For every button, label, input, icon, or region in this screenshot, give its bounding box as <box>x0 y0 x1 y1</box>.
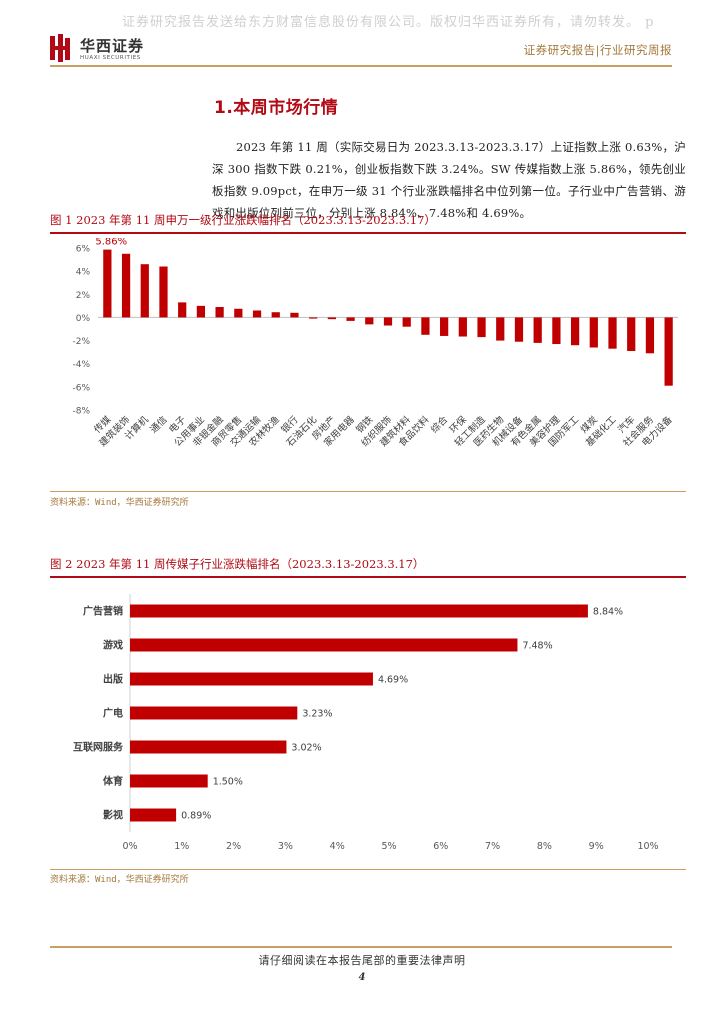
chart2-xtick-label: 3% <box>278 841 293 852</box>
chart1-ytick-label: -8% <box>72 407 90 417</box>
chart1-bar <box>140 264 149 318</box>
page-number: 4 <box>358 972 366 983</box>
chart1-bar <box>440 317 449 336</box>
section-title: 1.本周市场行情 <box>214 98 339 118</box>
chart2-xtick-label: 7% <box>485 841 500 852</box>
chart1-bar <box>552 317 561 345</box>
company-logo: 华西证券 HUAXI SECURITIES <box>50 34 160 66</box>
watermark-text: 证券研究报告发送给东方财富信息股份有限公司。版权归华西证券所有，请勿转发。 p <box>122 15 655 30</box>
chart2-xtick-label: 8% <box>537 841 552 852</box>
chart1-bar <box>290 312 299 318</box>
chart1-ytick-label: 0% <box>76 314 91 324</box>
chart1-bar <box>365 317 374 325</box>
chart2-data-label: 8.84% <box>593 607 623 618</box>
chart2-bar <box>130 808 177 822</box>
chart2-xtick-label: 0% <box>122 841 137 852</box>
industry-ranking-chart: 6%4%2%0%-2%-4%-6%-8%传媒建筑装饰计算机通信电子公用事业非银金… <box>72 238 678 449</box>
figure2-title: 图 2 2023 年第 11 周传媒子行业涨跌幅排名（2023.3.13-202… <box>50 557 425 571</box>
chart1-ytick-label: 4% <box>76 268 91 278</box>
chart1-category-label: 综合 <box>428 413 450 435</box>
chart1-bar <box>215 307 224 318</box>
chart2-xtick-label: 1% <box>174 841 189 852</box>
chart2-data-label: 3.23% <box>302 709 332 720</box>
chart1-bar <box>159 266 168 318</box>
chart2-xtick-label: 2% <box>226 841 241 852</box>
chart1-bar <box>103 249 112 318</box>
chart2-bar <box>130 774 208 788</box>
chart1-bar <box>383 317 393 326</box>
chart1-bar <box>196 305 206 318</box>
figure1-source: 资料来源：Wind，华西证券研究所 <box>50 498 189 508</box>
chart1-bar <box>608 317 617 349</box>
chart1-bar <box>645 317 655 354</box>
chart1-bar <box>178 302 187 318</box>
chart1-ytick-label: 2% <box>76 291 91 301</box>
chart2-bar <box>130 672 373 686</box>
chart1-bar <box>533 317 542 343</box>
figure2-source-rule <box>50 869 686 870</box>
summary-paragraph: 2023 年第 11 周（实际交易日为 2023.3.13-2023.3.17）… <box>212 140 686 220</box>
chart2-data-label: 4.69% <box>378 675 408 686</box>
chart1-bar <box>589 317 598 348</box>
figure1-title: 图 1 2023 年第 11 周申万一级行业涨跌幅排名（2023.3.13-20… <box>50 213 436 227</box>
chart1-bar <box>664 317 673 386</box>
chart1-bar <box>514 317 524 342</box>
chart1-bar <box>234 308 243 318</box>
chart1-bar <box>252 310 262 318</box>
chart2-data-label: 7.48% <box>522 641 552 652</box>
chart2-xtick-label: 4% <box>330 841 345 852</box>
chart1-bar <box>402 317 411 327</box>
logo-name-en: HUAXI SECURITIES <box>80 55 141 61</box>
chart2-category-label: 互联网服务 <box>73 741 124 754</box>
chart1-bar <box>570 317 580 346</box>
chart2-category-label: 出版 <box>103 673 123 686</box>
chart1-bar <box>271 312 280 318</box>
chart2-bar <box>130 604 588 618</box>
figure1-source-rule <box>50 491 686 492</box>
media-subsector-chart: 8.84% 广告营销 7.48% 游戏 4.69% 出版 3.23% 广电 3.02% 互联网服务… <box>73 594 659 852</box>
figure2-source: 资料来源：Wind，华西证券研究所 <box>50 875 189 885</box>
chart2-category-label: 广电 <box>103 707 123 720</box>
figure1-title-rule <box>50 232 686 234</box>
chart1-bar <box>477 317 486 338</box>
chart1-bar <box>496 317 505 341</box>
chart1-data-label: 5.86% <box>95 238 127 248</box>
chart2-bar <box>130 638 518 652</box>
chart1-bar <box>627 317 636 351</box>
chart1-category-label: 通信 <box>148 414 170 436</box>
chart1-bar <box>121 253 131 318</box>
chart2-data-label: 3.02% <box>291 743 321 754</box>
chart2-data-label: 1.50% <box>213 777 243 788</box>
logo-name-cn: 华西证券 <box>80 37 145 55</box>
chart1-bar <box>421 317 430 335</box>
chart2-xtick-label: 6% <box>433 841 448 852</box>
chart1-bar <box>309 317 318 319</box>
chart2-bar <box>130 706 298 720</box>
chart2-xtick-label: 10% <box>637 841 658 852</box>
footer-divider <box>50 946 672 948</box>
chart1-ytick-label: 6% <box>76 245 91 255</box>
chart2-category-label: 广告营销 <box>83 605 123 618</box>
chart2-data-label: 0.89% <box>181 811 211 822</box>
chart1-ytick-label: -4% <box>72 360 90 370</box>
header-divider <box>50 65 672 67</box>
chart2-category-label: 影视 <box>103 809 123 822</box>
report-type-label: 证券研究报告|行业研究周报 <box>523 43 672 57</box>
chart2-xtick-label: 9% <box>589 841 604 852</box>
chart1-bar <box>327 317 336 320</box>
chart2-xtick-label: 5% <box>381 841 396 852</box>
legal-notice: 请仔细阅读在本报告尾部的重要法律声明 <box>258 954 466 967</box>
chart1-ytick-label: -2% <box>72 337 90 347</box>
chart1-ytick-label: -6% <box>72 383 90 393</box>
chart2-category-label: 体育 <box>103 775 123 788</box>
chart2-bar <box>130 740 287 754</box>
chart1-bar <box>458 317 467 337</box>
huaxi-logo-icon <box>50 34 70 62</box>
chart2-category-label: 游戏 <box>103 639 123 652</box>
figure2-title-rule <box>50 576 686 578</box>
chart1-bar <box>346 317 355 321</box>
